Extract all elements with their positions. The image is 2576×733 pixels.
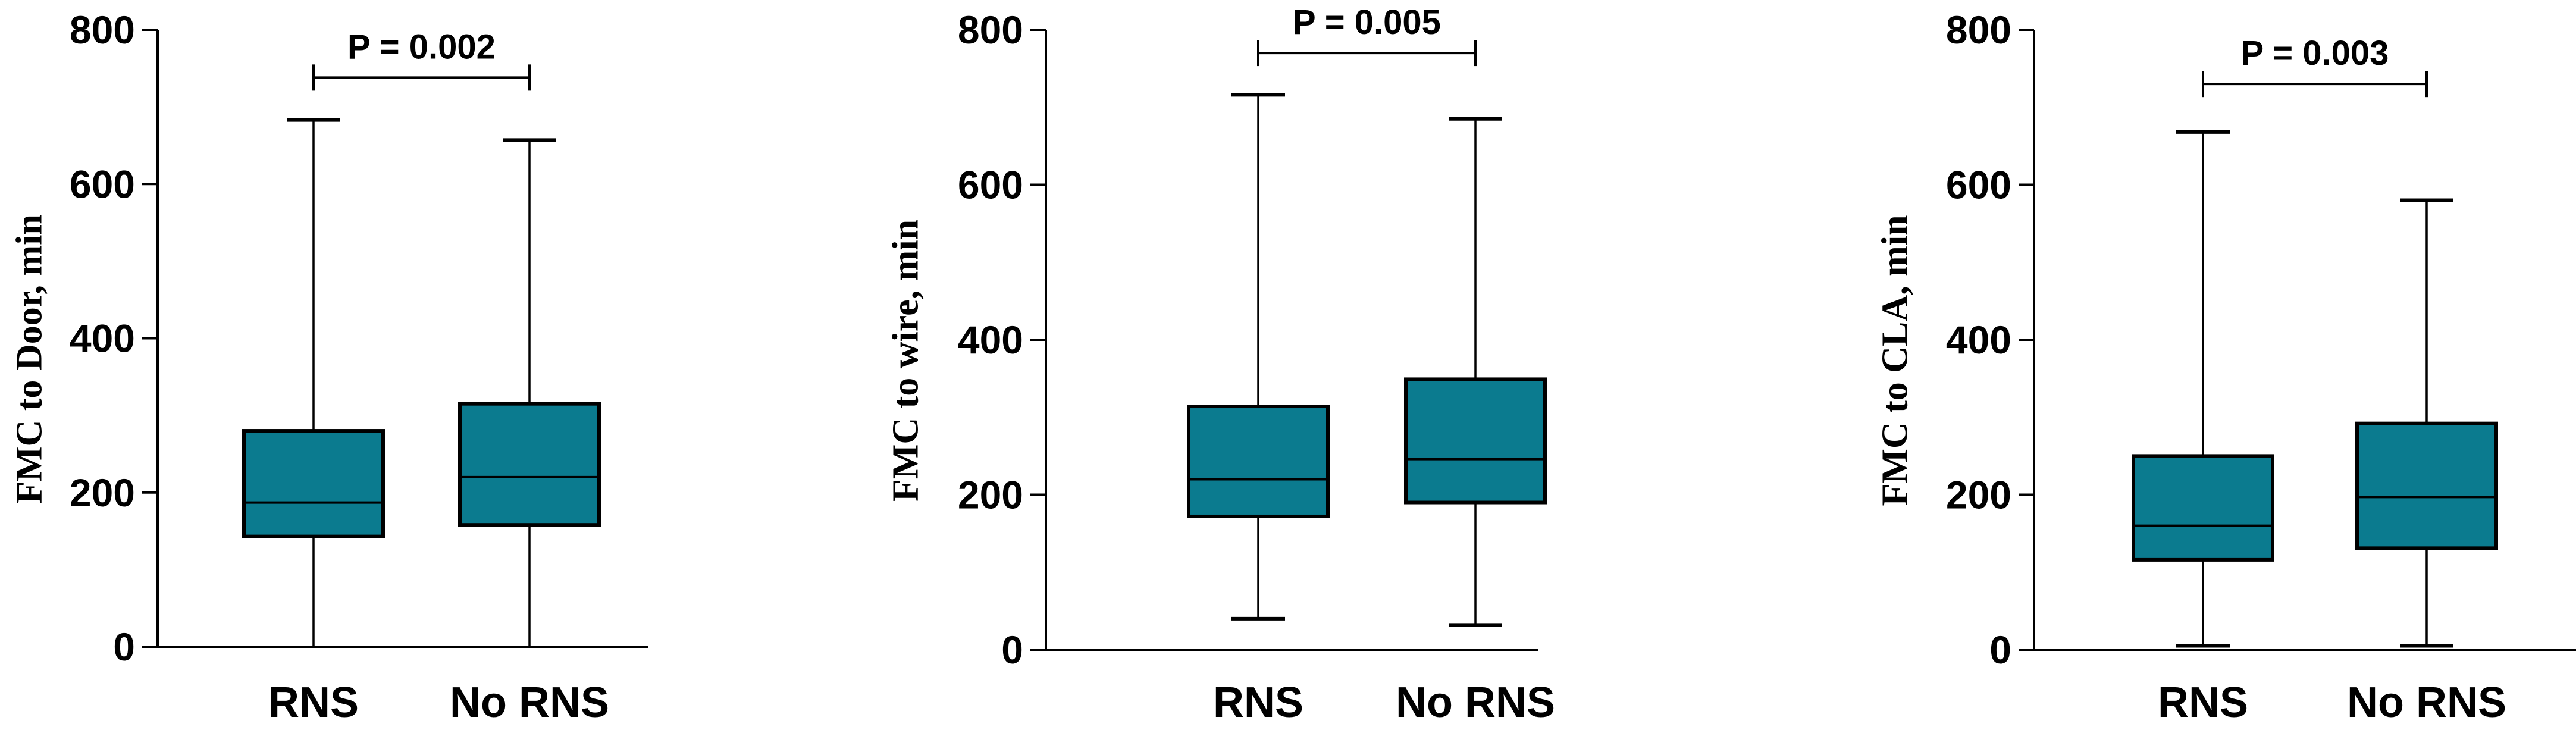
box-no-rns: [2355, 198, 2498, 648]
y-tick-label: 200: [70, 471, 135, 515]
p-value-label: P = 0.005: [1293, 3, 1441, 42]
y-tick-label: 600: [70, 162, 135, 206]
box-rns: [1187, 93, 1330, 621]
y-tick-label: 200: [1946, 473, 2011, 517]
p-value-label: P = 0.002: [347, 27, 496, 66]
iqr-box: [1187, 405, 1330, 518]
x-category-label: RNS: [2158, 679, 2248, 726]
y-tick-label: 0: [1989, 628, 2011, 672]
box-no-rns: [1404, 117, 1547, 627]
iqr-box: [2355, 421, 2498, 550]
box-rns: [2132, 130, 2274, 648]
iqr-box: [242, 429, 385, 538]
y-axis-title: FMC to CLA, min: [1875, 215, 1916, 506]
box-rns: [242, 118, 385, 647]
y-axis-title: FMC to wire, min: [886, 220, 926, 502]
p-value-label: P = 0.003: [2241, 34, 2389, 73]
box-no-rns: [458, 138, 601, 647]
y-tick-label: 400: [70, 317, 135, 361]
y-tick-label: 0: [113, 625, 135, 669]
iqr-box: [2132, 454, 2274, 562]
chart-panel-fmc-to-cla: 0 200 400 600 800 FMC to CLA, min RNS No RNS P =…: [1875, 8, 2576, 726]
x-category-label: No RNS: [1396, 679, 1555, 726]
y-tick-label: 400: [958, 318, 1023, 362]
x-category-label: No RNS: [450, 679, 609, 726]
chart-panel-fmc-to-door: 0 200 400 600 800 FMC to Door, min RNS No RNS P …: [10, 8, 648, 726]
iqr-box: [458, 402, 601, 527]
y-tick-label: 0: [1001, 628, 1023, 672]
y-tick-label: 400: [1946, 318, 2011, 362]
y-tick-label: 800: [70, 8, 135, 52]
y-tick-label: 800: [1946, 8, 2011, 52]
x-category-label: RNS: [268, 679, 359, 726]
y-tick-label: 600: [1946, 163, 2011, 207]
y-tick-label: 600: [958, 163, 1023, 207]
chart-panel-fmc-to-wire: 0 200 400 600 800 FMC to wire, min RNS No RNS P …: [886, 3, 1555, 726]
y-tick-label: 200: [958, 473, 1023, 517]
y-axis-title: FMC to Door, min: [10, 214, 50, 504]
iqr-box: [1404, 377, 1547, 505]
y-tick-label: 800: [958, 8, 1023, 52]
x-category-label: RNS: [1213, 679, 1303, 726]
x-category-label: No RNS: [2347, 679, 2506, 726]
